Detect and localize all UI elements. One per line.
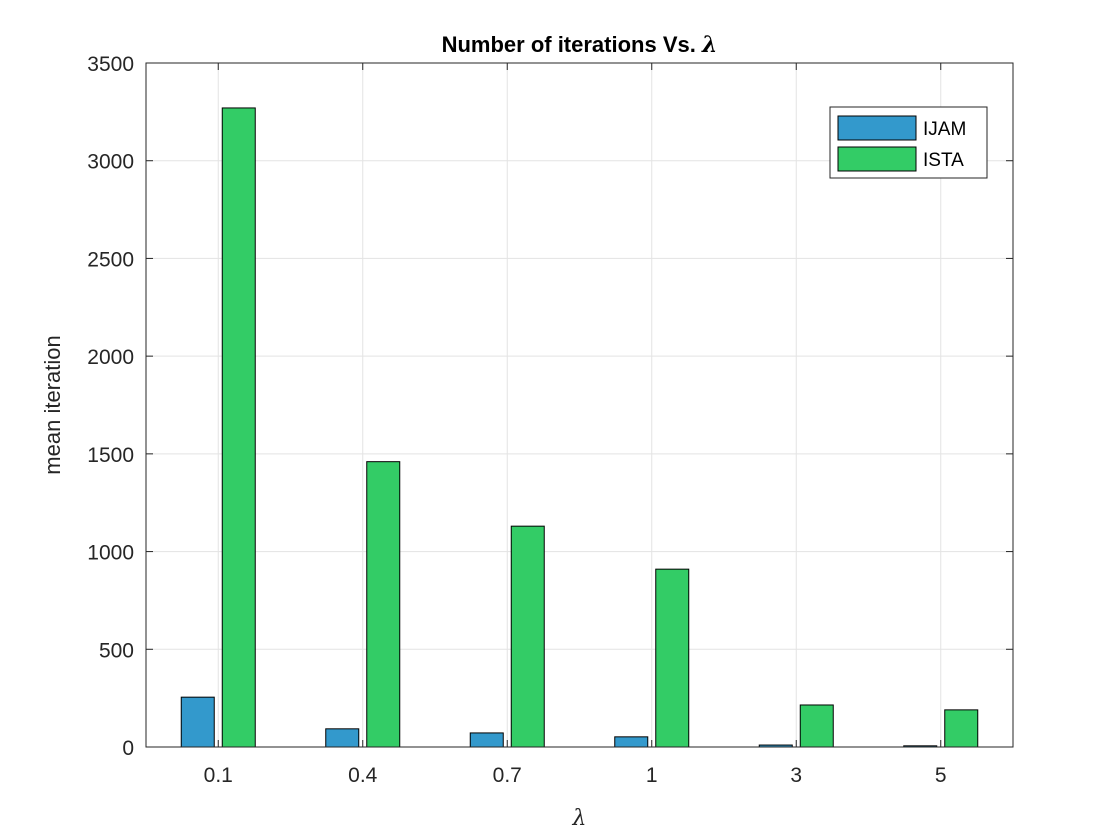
x-tick-label: 0.1: [204, 764, 233, 787]
chart-title-text: Number of iterations Vs.: [442, 32, 702, 57]
x-tick-labels: 0.1 0.4 0.7 1 3 5: [204, 764, 947, 787]
bar-ista-1: [655, 568, 690, 748]
x-tick-label: 5: [935, 764, 947, 787]
y-tick-label: 2000: [87, 346, 134, 369]
x-tick-label: 1: [646, 764, 658, 787]
plot-frame: [145, 62, 1014, 748]
y-tick-label: 2500: [87, 248, 134, 271]
y-axis-label: mean iteration: [40, 335, 65, 474]
y-tick-label: 3000: [87, 151, 134, 174]
bar-ijam-1: [614, 736, 649, 748]
bar-ijam-0.1: [180, 696, 215, 748]
legend: IJAM ISTA: [829, 106, 988, 179]
legend-swatch-ista: [837, 146, 917, 172]
bars: [180, 107, 979, 748]
bar-ista-3: [799, 704, 834, 748]
x-tick-label: 3: [790, 764, 802, 787]
x-axis-label: λ: [572, 806, 587, 831]
x-tick-label: 0.7: [493, 764, 522, 787]
y-tick-label: 0: [122, 737, 134, 760]
y-tick-labels: 0 500 1000 1500 2000 2500 3000 3500: [87, 53, 134, 760]
legend-label-ista: ISTA: [923, 150, 964, 171]
chart-title: Number of iterations Vs. λ: [442, 32, 718, 58]
x-tick-label: 0.4: [348, 764, 378, 787]
bar-ista-0.1: [221, 107, 256, 748]
y-tick-label: 1000: [87, 542, 134, 565]
bar-ijam-0.7: [469, 732, 504, 748]
tick-marks: [146, 62, 1013, 748]
bar-ista-5: [944, 709, 979, 748]
bar-ista-0.7: [510, 525, 545, 748]
y-tick-label: 500: [99, 639, 134, 662]
bar-ijam-0.4: [325, 728, 360, 748]
bar-ista-0.4: [366, 461, 401, 748]
y-tick-label: 1500: [87, 444, 134, 467]
y-tick-label: 3500: [87, 53, 134, 76]
legend-swatch-ijam: [837, 115, 917, 141]
legend-label-ijam: IJAM: [923, 119, 966, 140]
chart-title-symbol: λ: [701, 32, 717, 58]
